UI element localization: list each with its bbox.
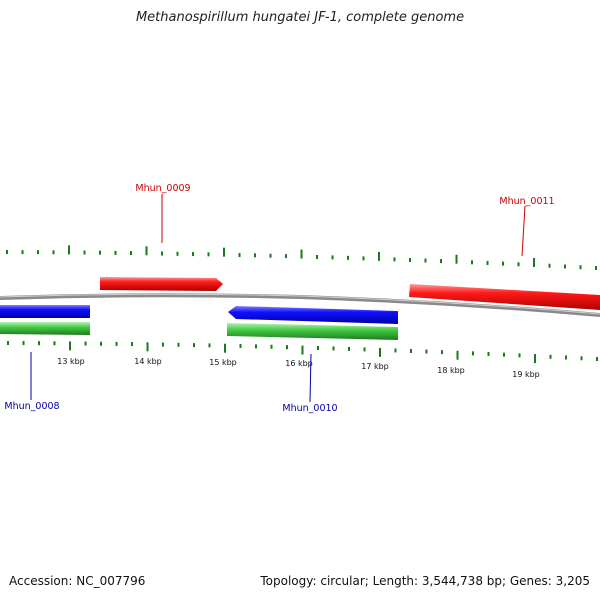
tick-label-13kbp: 13 kbp [57,357,85,366]
rna-feature-left[interactable] [0,322,90,335]
gene-label-mhun-0009[interactable]: Mhun_0009 [135,183,190,194]
genome-title: Methanospirillum hungatei JF-1, complete… [135,10,465,25]
accession-text: Accession: NC_007796 [9,574,146,588]
leader-line-mhun-0011 [521,205,526,257]
gene-label-mhun-0011[interactable]: Mhun_0011 [499,196,554,207]
genome-backbone [0,293,600,317]
genome-summary-text: Topology: circular; Length: 3,544,738 bp… [260,574,590,588]
rna-feature-middle[interactable] [227,323,398,340]
gene-arrow-mhun-0011[interactable] [409,284,600,310]
tick-label-16kbp: 16 kbp [285,359,313,368]
gene-label-mhun-0010[interactable]: Mhun_0010 [282,403,337,414]
inner-tick-marks [7,341,598,364]
tick-label-19kbp: 19 kbp [512,370,540,379]
gene-arrow-mhun-0010[interactable] [228,306,398,324]
gene-arrow-mhun-0009[interactable] [100,277,223,291]
outer-tick-marks [6,245,597,270]
gene-label-mhun-0008[interactable]: Mhun_0008 [4,401,59,412]
gene-arrow-mhun-0008[interactable] [0,305,90,318]
tick-label-15kbp: 15 kbp [209,358,237,367]
tick-label-14kbp: 14 kbp [134,357,162,366]
leader-line-mhun-0010 [309,353,312,403]
tick-label-17kbp: 17 kbp [361,362,389,371]
tick-label-18kbp: 18 kbp [437,366,465,375]
